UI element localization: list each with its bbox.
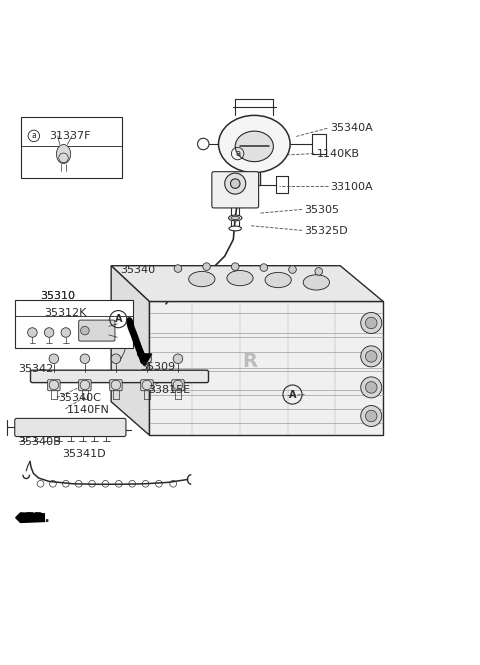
FancyBboxPatch shape bbox=[15, 300, 133, 348]
Circle shape bbox=[49, 354, 59, 364]
Text: 35342: 35342 bbox=[18, 364, 53, 374]
Text: A: A bbox=[289, 390, 296, 400]
Circle shape bbox=[260, 264, 268, 271]
FancyBboxPatch shape bbox=[31, 370, 208, 382]
Text: 35312K: 35312K bbox=[44, 309, 87, 319]
Text: 35310: 35310 bbox=[40, 291, 75, 301]
Circle shape bbox=[142, 354, 152, 364]
Circle shape bbox=[361, 377, 382, 398]
FancyBboxPatch shape bbox=[22, 117, 121, 178]
Circle shape bbox=[288, 266, 296, 273]
Circle shape bbox=[361, 313, 382, 333]
Ellipse shape bbox=[189, 271, 215, 287]
Circle shape bbox=[80, 354, 90, 364]
Circle shape bbox=[365, 382, 377, 393]
Circle shape bbox=[174, 265, 182, 273]
Polygon shape bbox=[149, 301, 383, 435]
Ellipse shape bbox=[228, 215, 242, 221]
Circle shape bbox=[111, 354, 120, 364]
Text: 35305: 35305 bbox=[304, 205, 339, 215]
Text: 35341D: 35341D bbox=[62, 449, 106, 460]
Circle shape bbox=[203, 263, 210, 271]
Circle shape bbox=[315, 267, 323, 275]
Text: 1140KB: 1140KB bbox=[316, 148, 360, 158]
FancyBboxPatch shape bbox=[141, 380, 153, 391]
Polygon shape bbox=[111, 266, 149, 435]
Circle shape bbox=[44, 328, 54, 337]
Text: 35340A: 35340A bbox=[330, 123, 372, 133]
FancyBboxPatch shape bbox=[48, 380, 60, 391]
Text: R: R bbox=[242, 352, 257, 370]
Circle shape bbox=[61, 328, 71, 337]
Text: 35309: 35309 bbox=[140, 362, 175, 372]
Polygon shape bbox=[137, 354, 152, 366]
Text: a: a bbox=[32, 132, 36, 140]
Text: 35340B: 35340B bbox=[18, 438, 61, 448]
Text: 33815E: 33815E bbox=[148, 385, 191, 395]
Text: FR.: FR. bbox=[24, 511, 50, 525]
Text: 1140FN: 1140FN bbox=[67, 405, 110, 415]
Text: 35340: 35340 bbox=[120, 265, 155, 275]
FancyBboxPatch shape bbox=[79, 320, 115, 341]
Text: 33100A: 33100A bbox=[331, 182, 373, 192]
Ellipse shape bbox=[56, 144, 71, 164]
Circle shape bbox=[365, 350, 377, 362]
FancyBboxPatch shape bbox=[172, 380, 184, 391]
Ellipse shape bbox=[227, 271, 253, 286]
Circle shape bbox=[28, 328, 37, 337]
Text: 35340C: 35340C bbox=[59, 394, 102, 404]
FancyBboxPatch shape bbox=[110, 380, 122, 391]
Circle shape bbox=[230, 179, 240, 188]
Circle shape bbox=[231, 263, 239, 271]
FancyBboxPatch shape bbox=[79, 380, 91, 391]
Circle shape bbox=[365, 317, 377, 329]
Text: 35310: 35310 bbox=[40, 291, 75, 301]
Ellipse shape bbox=[303, 275, 329, 290]
Ellipse shape bbox=[229, 226, 241, 231]
FancyBboxPatch shape bbox=[212, 172, 259, 208]
Text: 35325D: 35325D bbox=[304, 226, 348, 236]
Circle shape bbox=[225, 173, 246, 194]
Circle shape bbox=[361, 406, 382, 426]
Circle shape bbox=[361, 346, 382, 367]
Ellipse shape bbox=[265, 273, 291, 288]
Text: A: A bbox=[115, 314, 122, 324]
Text: a: a bbox=[235, 149, 240, 158]
Text: 31337F: 31337F bbox=[49, 131, 91, 141]
FancyBboxPatch shape bbox=[15, 418, 126, 436]
Circle shape bbox=[81, 327, 89, 335]
Ellipse shape bbox=[235, 131, 274, 162]
Polygon shape bbox=[111, 266, 383, 301]
Circle shape bbox=[365, 410, 377, 422]
Polygon shape bbox=[16, 513, 44, 523]
Ellipse shape bbox=[218, 115, 290, 173]
Circle shape bbox=[173, 354, 183, 364]
Ellipse shape bbox=[231, 216, 240, 219]
